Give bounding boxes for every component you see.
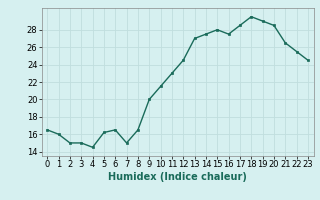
X-axis label: Humidex (Indice chaleur): Humidex (Indice chaleur) xyxy=(108,172,247,182)
